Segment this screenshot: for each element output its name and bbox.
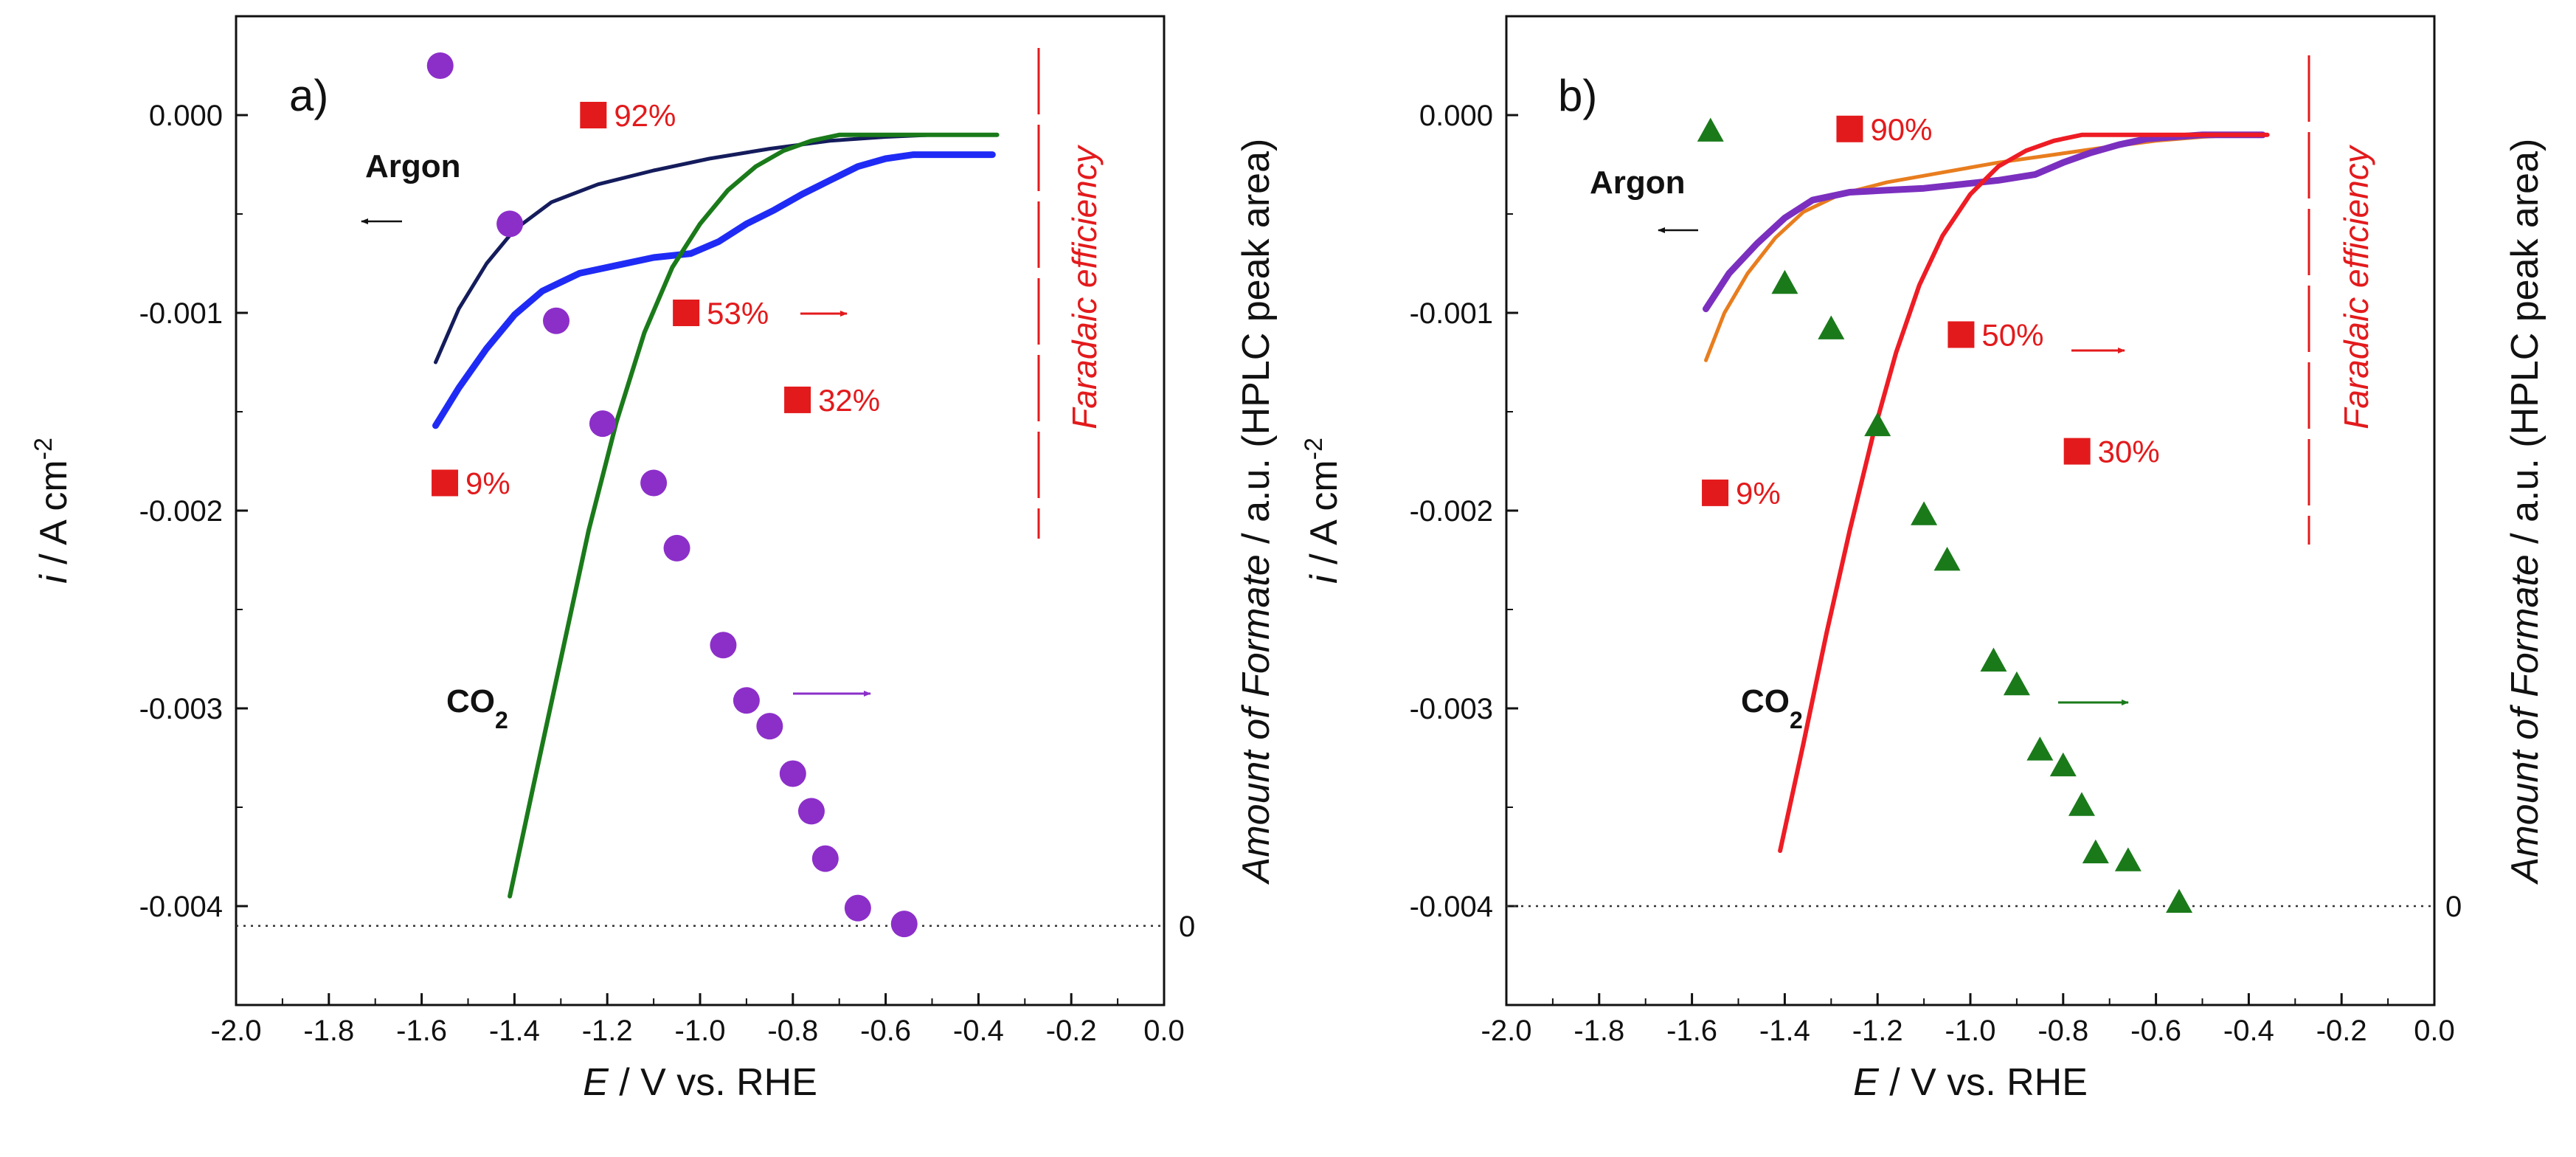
x-tick-label: -2.0 xyxy=(211,1015,262,1047)
y-tick-label: -0.002 xyxy=(1410,495,1493,528)
formate-point xyxy=(1933,547,1961,571)
formate-point xyxy=(2166,888,2193,913)
formate-point xyxy=(2003,671,2030,696)
series-line-3 xyxy=(1778,132,2270,853)
x-tick-label: -1.2 xyxy=(582,1015,633,1047)
x-tick-label: -1.6 xyxy=(396,1015,447,1047)
y2-axis-title: Amount of Formate / a.u. (HPLC peak area… xyxy=(2504,139,2546,885)
fe-point-label: 92% xyxy=(614,98,676,133)
panel-label: b) xyxy=(1558,71,1597,120)
y-tick-label: -0.004 xyxy=(1410,891,1493,923)
fe-point xyxy=(432,469,459,497)
x-tick-label: -1.4 xyxy=(489,1015,540,1047)
series-line-2 xyxy=(432,151,996,429)
x-tick-label: -1.6 xyxy=(1666,1015,1717,1047)
y-tick-label: -0.001 xyxy=(1410,297,1493,330)
panel-b: -2.0 -1.8 -1.6 -1.4 -1.2 -1.0 -0.8 -0.6 -0.4 -0.2… xyxy=(1300,15,2546,1104)
formate-point xyxy=(2068,792,2095,816)
formate-point xyxy=(426,52,454,79)
y-tick-label: -0.003 xyxy=(139,693,223,725)
formate-point xyxy=(710,632,737,659)
x-tick-label: -1.8 xyxy=(1573,1015,1624,1047)
formate-point xyxy=(543,307,570,334)
x-tick-label: -0.4 xyxy=(953,1015,1004,1047)
y2-zero-label: 0 xyxy=(1179,911,1195,943)
x-axis-title: E / V vs. RHE xyxy=(1853,1061,2088,1104)
y-tick-label: 0.000 xyxy=(149,100,223,132)
fe-point xyxy=(784,386,811,413)
fe-point xyxy=(1947,321,1975,348)
x-tick-label: 0.0 xyxy=(1143,1015,1185,1047)
y-tick-label: -0.004 xyxy=(139,891,223,923)
x-tick-label: -0.6 xyxy=(860,1015,911,1047)
fe-axis-title: Faradaic efficiency xyxy=(1065,144,1104,429)
y-tick-label: -0.002 xyxy=(139,495,223,528)
formate-point xyxy=(811,845,839,872)
formate-point xyxy=(1818,315,1845,339)
formate-point xyxy=(496,210,524,238)
formate-point xyxy=(640,469,668,497)
x-tick-label: -0.2 xyxy=(2316,1015,2367,1047)
co2-label: CO2 xyxy=(1741,683,1803,733)
fe-point-label: 90% xyxy=(1870,112,1932,147)
fe-point xyxy=(673,300,700,326)
x-tick-label: -2.0 xyxy=(1481,1015,1532,1047)
formate-point xyxy=(756,713,783,740)
formate-point xyxy=(1980,647,2007,672)
formate-point xyxy=(1697,117,1724,142)
formate-point xyxy=(1864,412,1891,437)
y-tick-label: 0.000 xyxy=(1419,100,1493,132)
x-tick-label: -0.2 xyxy=(1046,1015,1097,1047)
fe-point-label: 50% xyxy=(1981,317,2043,352)
y-axis-title: i / A cm-2 xyxy=(1300,438,1346,584)
formate-point xyxy=(890,911,918,938)
formate-point xyxy=(2026,736,2054,761)
x-tick-label: -0.6 xyxy=(2130,1015,2181,1047)
fe-point-label: 9% xyxy=(465,466,510,500)
formate-point xyxy=(663,534,690,562)
formate-point xyxy=(589,410,616,438)
x-tick-label: 0.0 xyxy=(2414,1015,2455,1047)
formate-point xyxy=(797,798,825,825)
x-tick-label: -1.0 xyxy=(675,1015,726,1047)
co2-label: CO2 xyxy=(446,683,508,733)
x-tick-label: -1.2 xyxy=(1852,1015,1903,1047)
argon-label: Argon xyxy=(1590,165,1686,201)
y-tick-label: -0.001 xyxy=(139,297,223,330)
formate-point xyxy=(2114,847,2142,871)
panel-label: a) xyxy=(289,71,328,120)
y2-axis-title: Amount of Formate / a.u. (HPLC peak area… xyxy=(1235,139,1278,885)
fe-point-label: 9% xyxy=(1736,476,1781,511)
y2-zero-label: 0 xyxy=(2445,891,2462,923)
x-axis-title: E / V vs. RHE xyxy=(583,1061,817,1104)
fe-point-label: 32% xyxy=(818,383,880,418)
y-tick-label: -0.003 xyxy=(1410,693,1493,725)
formate-point xyxy=(2082,839,2109,864)
formate-point xyxy=(1911,501,1938,525)
x-tick-label: -0.8 xyxy=(2037,1015,2088,1047)
series-line-3 xyxy=(508,132,1000,899)
fe-axis-title: Faradaic efficiency xyxy=(2337,144,2375,429)
x-tick-label: -0.4 xyxy=(2223,1015,2274,1047)
formate-point xyxy=(844,894,871,922)
formate-point xyxy=(733,687,760,714)
x-tick-label: -1.0 xyxy=(1945,1015,1996,1047)
fe-point xyxy=(2063,438,2091,465)
formate-point xyxy=(779,760,806,787)
fe-point xyxy=(1836,115,1863,142)
fe-point-label: 30% xyxy=(2098,435,2160,469)
x-tick-label: -1.8 xyxy=(303,1015,354,1047)
fe-point xyxy=(1702,479,1729,506)
argon-label: Argon xyxy=(365,148,461,184)
x-tick-label: -1.4 xyxy=(1759,1015,1810,1047)
fe-point xyxy=(580,102,607,128)
formate-point xyxy=(2049,752,2077,777)
y-axis-title: i / A cm-2 xyxy=(30,438,75,584)
panel-a: -2.0 -1.8 -1.6 -1.4 -1.2 -1.0 -0.8 -0.6 -0.4 -0.2… xyxy=(30,15,1278,1104)
formate-point xyxy=(1771,269,1798,294)
x-tick-label: -0.8 xyxy=(767,1015,818,1047)
fe-point-label: 53% xyxy=(707,296,769,331)
